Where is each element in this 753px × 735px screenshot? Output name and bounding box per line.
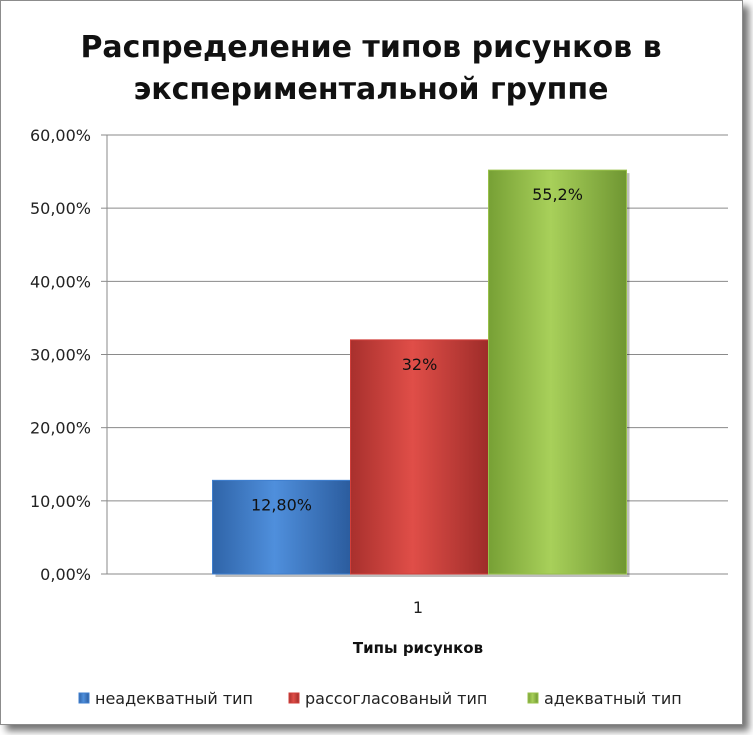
chart-title-line-2: экспериментальной группе [134,72,609,107]
data-label-series-1: 12,80% [251,495,312,514]
chart-title-line-1: Распределение типов рисунков в [80,30,661,65]
y-tick-label: 20,00% [30,419,91,438]
bars [212,169,630,577]
data-label-series-3: 55,2% [532,185,583,204]
legend-swatch-series-1 [78,692,90,704]
y-tick-label: 40,00% [30,272,91,291]
data-label-series-2: 32% [402,355,438,374]
bar-series-1 [212,479,351,575]
legend-swatch-series-3 [527,692,539,704]
legend-label-series-1: неадекватный тип [95,689,253,708]
legend-swatch-series-2 [288,692,300,704]
chart-frame: Распределение типов рисунков в экспериме… [0,0,743,725]
legend-label-series-2: рассогласованый тип [305,689,487,708]
x-tick-label: 1 [413,598,423,617]
y-tick-label: 60,00% [30,126,91,145]
data-labels: 12,80% 32% 55,2% [251,185,583,514]
bar-series-2 [350,339,489,575]
legend: неадекватный тип рассогласованый тип адекв… [78,689,682,708]
y-tick-label: 10,00% [30,492,91,511]
y-tick-label: 50,00% [30,199,91,218]
y-axis-ticks: 0,00% 10,00% 20,00% 30,00% 40,00% 50,00% 60,00… [30,126,91,584]
x-axis-title: Типы рисунков [353,639,483,657]
y-tick-label: 0,00% [40,565,91,584]
y-tick-label: 30,00% [30,346,91,365]
bar-chart: Распределение типов рисунков в экспериме… [30,30,728,708]
legend-label-series-3: адекватный тип [544,689,682,708]
bar-series-3 [488,169,627,575]
